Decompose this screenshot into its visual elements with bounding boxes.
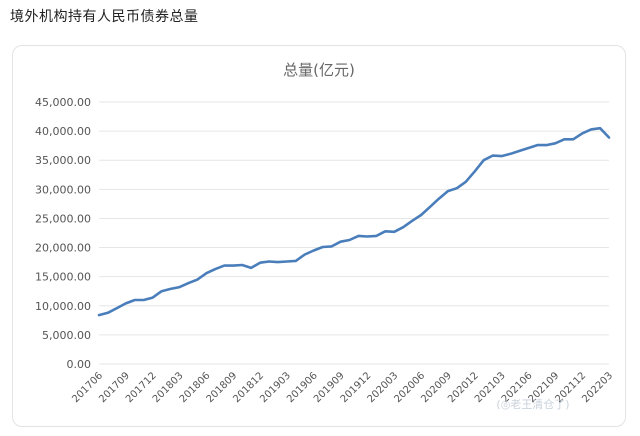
y-tick-label: 20,000.00 — [35, 242, 91, 255]
chart-title: 总量(亿元) — [283, 61, 355, 79]
y-tick-label: 30,000.00 — [35, 183, 91, 196]
y-tick-label: 25,000.00 — [35, 212, 91, 225]
chart-container: 总量(亿元) 0.00 5,000.00 10,000.00 15,000.00 20,… — [12, 45, 626, 427]
y-tick-label: 15,000.00 — [35, 271, 91, 284]
y-tick-label: 10,000.00 — [35, 300, 91, 313]
line-chart: 总量(亿元) 0.00 5,000.00 10,000.00 15,000.00 20,… — [35, 61, 615, 411]
y-tick-label: 35,000.00 — [35, 154, 91, 167]
series-layer — [97, 126, 611, 317]
y-tick-label: 45,000.00 — [35, 96, 91, 109]
gridlines — [99, 101, 609, 365]
watermark: (◎老王清仓了) — [496, 397, 569, 411]
series-line — [97, 126, 611, 317]
page-title: 境外机构持有人民币债券总量 — [10, 9, 199, 25]
y-axis-ticks: 0.00 5,000.00 10,000.00 15,000.00 20,000.00 2… — [35, 96, 91, 371]
y-tick-label: 5,000.00 — [42, 329, 91, 342]
y-tick-label: 40,000.00 — [35, 125, 91, 138]
y-tick-label: 0.00 — [67, 358, 92, 371]
